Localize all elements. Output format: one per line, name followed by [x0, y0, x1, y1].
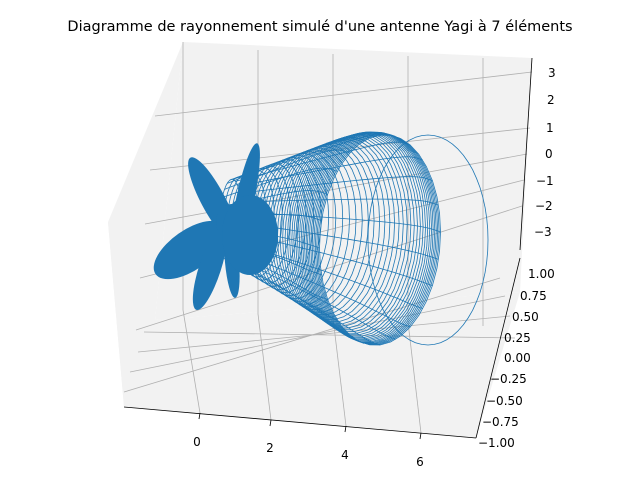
x-tick-mark — [198, 412, 201, 420]
radiation-surface — [153, 131, 489, 346]
surface-mesh-line — [239, 232, 433, 286]
grid-line — [154, 71, 533, 117]
x-tick-mark — [344, 425, 347, 433]
grid-line — [129, 295, 506, 373]
z-axis-ticks: 3 2 1 0 −1 −2 −3 — [534, 66, 556, 239]
back-lobe — [153, 220, 227, 280]
x-tick-mark — [269, 419, 272, 427]
z-tick-label: −1 — [536, 174, 554, 188]
x-axis-line — [123, 406, 477, 439]
x-axis-ticks: 0 2 4 6 — [193, 412, 424, 469]
surface-mesh-line — [240, 222, 439, 260]
y-tick-label: −0.75 — [482, 415, 519, 429]
z-tick-label: 2 — [547, 93, 555, 107]
surface-mesh-line — [224, 258, 350, 336]
x-tick-mark — [419, 432, 422, 440]
surface-mesh-line — [232, 133, 396, 180]
y-tick-label: −0.25 — [490, 372, 527, 386]
lobe-root — [222, 195, 278, 275]
surface-mesh-line — [229, 131, 381, 181]
z-tick-label: 0 — [545, 147, 553, 161]
surface-mesh-line — [367, 134, 489, 346]
grid-line — [137, 315, 511, 353]
surface-mesh-line — [239, 176, 433, 194]
y-tick-label: 0.25 — [504, 331, 531, 345]
y-axis-line — [475, 257, 521, 439]
x-tick-label: 0 — [193, 435, 201, 449]
x-tick-label: 2 — [266, 441, 274, 455]
surface-mesh-line — [235, 141, 411, 182]
surface-mesh-line — [235, 250, 411, 328]
y-tick-label: 0.50 — [512, 310, 539, 324]
grid-line — [143, 331, 516, 339]
surface-mesh-line — [240, 198, 439, 206]
side-lobe — [192, 226, 228, 310]
grid-line — [257, 313, 272, 421]
y-tick-label: 0.00 — [504, 351, 531, 365]
grid-line — [332, 317, 347, 427]
grid-lines — [123, 42, 533, 434]
y-tick-label: −1.00 — [478, 436, 515, 450]
surface-mesh-line — [237, 156, 423, 187]
chart-title: Diagramme de rayonnement simulé d'une an… — [67, 19, 572, 35]
pane-floor — [108, 222, 520, 438]
y-tick-label: 1.00 — [528, 267, 555, 281]
x-tick-label: 4 — [341, 448, 349, 462]
surface-mesh-line — [237, 242, 423, 309]
z-tick-label: 3 — [548, 66, 556, 80]
z-tick-label: 1 — [546, 121, 554, 135]
grid-line — [135, 205, 523, 331]
surface-mesh-line — [240, 211, 441, 233]
y-tick-label: 0.75 — [520, 289, 547, 303]
grid-line — [182, 309, 201, 414]
y-tick-label: −0.50 — [486, 394, 523, 408]
z-tick-label: −3 — [534, 225, 552, 239]
surface-mesh-line — [232, 256, 396, 340]
x-tick-label: 6 — [416, 455, 424, 469]
z-axis-line — [519, 57, 533, 251]
z-tick-label: −2 — [535, 199, 553, 213]
y-axis-ticks: 1.00 0.75 0.50 0.25 0.00 −0.25 −0.50 −0.… — [478, 267, 555, 450]
